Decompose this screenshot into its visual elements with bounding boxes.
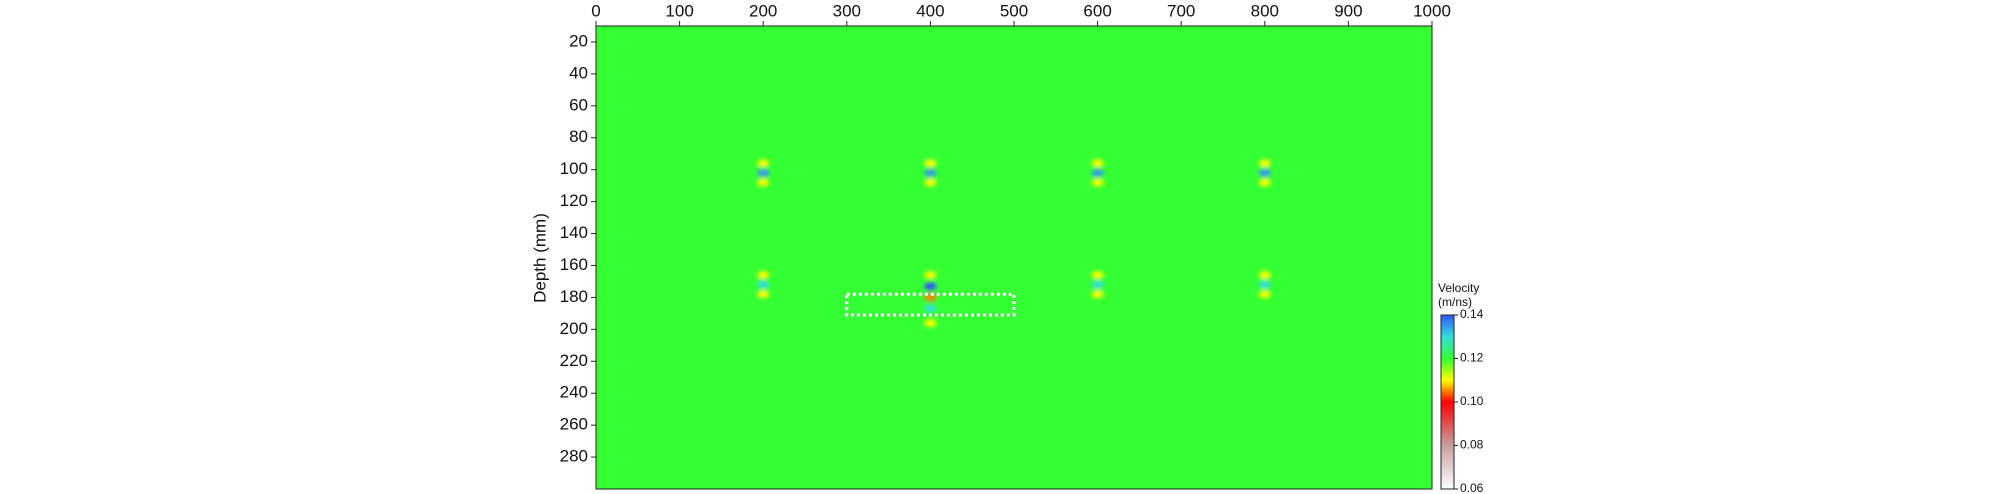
anomaly [1258,168,1271,177]
y-tick-label: 80 [569,127,588,146]
anomaly [924,304,937,313]
y-tick-label: 40 [569,63,588,82]
anomaly [757,168,770,177]
anomaly [1091,178,1104,187]
anomaly [924,282,937,291]
y-tick-label: 60 [569,95,588,114]
y-tick-label: 260 [560,415,588,434]
annotation-box [845,292,1016,317]
anomaly [1258,290,1271,299]
anomaly [924,178,937,187]
anomaly [1258,271,1271,280]
anomaly [1258,280,1271,289]
x-tick-label: 1000 [1413,1,1451,20]
anomaly [757,159,770,168]
anomaly [757,178,770,187]
x-tick-label: 300 [833,1,861,20]
y-tick-label: 200 [560,319,588,338]
anomaly [924,318,937,327]
x-tick-label: 900 [1334,1,1362,20]
x-tick-label: 800 [1251,1,1279,20]
anomaly [757,271,770,280]
y-tick-label: 20 [569,31,588,50]
x-tick-label: 100 [665,1,693,20]
anomaly [924,168,937,177]
x-tick-label: 400 [916,1,944,20]
colorbar-tick-label: 0.10 [1460,394,1484,408]
anomaly [1091,168,1104,177]
x-tick-label: 700 [1167,1,1195,20]
anomaly [1091,280,1104,289]
anomaly [924,159,937,168]
x-tick-label: 500 [1000,1,1028,20]
y-tick-label: 120 [560,191,588,210]
y-tick-label: 160 [560,255,588,274]
colorbar-tick-label: 0.06 [1460,481,1484,494]
anomaly [1258,178,1271,187]
x-tick-label: 200 [749,1,777,20]
heatmap-background [596,26,1432,489]
colorbar-label: (m/ns) [1438,295,1472,309]
anomaly [1258,159,1271,168]
colorbar-tick-label: 0.08 [1460,438,1484,452]
anomaly [757,280,770,289]
colorbar-tick-label: 0.12 [1460,351,1484,365]
y-tick-label: 280 [560,447,588,466]
y-tick-label: 180 [560,287,588,306]
colorbar-label: Velocity [1438,281,1479,295]
anomaly [1091,290,1104,299]
y-tick-label: 140 [560,223,588,242]
anomaly [1091,271,1104,280]
colorbar [1440,314,1455,490]
anomaly [1091,159,1104,168]
y-tick-label: 100 [560,159,588,178]
anomaly [924,271,937,280]
colorbar-tick-label: 0.14 [1460,307,1484,321]
y-axis-label: Depth (mm) [530,213,549,303]
y-tick-label: 240 [560,383,588,402]
x-tick-label: 600 [1083,1,1111,20]
x-tick-label: 0 [591,1,600,20]
anomaly [757,290,770,299]
y-tick-label: 220 [560,351,588,370]
